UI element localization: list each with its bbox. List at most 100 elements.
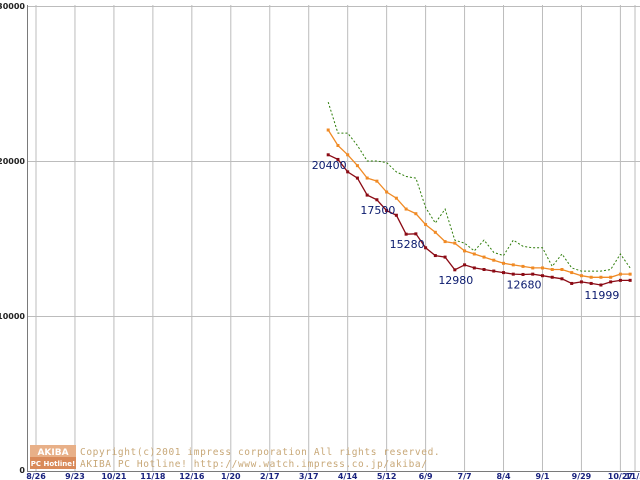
- x-tick-label: 9/1: [535, 472, 549, 480]
- data-point: [404, 207, 408, 211]
- data-point: [618, 272, 622, 276]
- akiba-logo-band: [30, 457, 76, 469]
- data-point: [618, 278, 622, 282]
- x-tick-label: 9/29: [572, 472, 592, 480]
- data-point: [424, 246, 428, 250]
- data-point: [628, 272, 632, 276]
- data-point: [570, 271, 574, 275]
- data-point: [453, 241, 457, 245]
- data-point: [365, 176, 369, 180]
- data-point: [472, 266, 476, 270]
- y-tick-label: 10000: [0, 312, 25, 321]
- data-point: [609, 280, 613, 284]
- series-lines: [326, 101, 632, 287]
- data-point: [385, 209, 389, 213]
- data-point: [550, 275, 554, 279]
- data-point: [540, 266, 544, 270]
- data-point: [609, 275, 613, 279]
- data-point: [404, 232, 408, 236]
- data-point: [463, 249, 467, 253]
- x-tick-label: 11/3: [625, 472, 640, 480]
- x-tick-labels: 8/26 9/23 10/21 11/18 12/16 1/20 2/17 3/17 4/14 5…: [26, 472, 640, 480]
- data-label: 17500: [360, 204, 395, 217]
- x-tick-label: 7/7: [458, 472, 472, 480]
- y-tick-label: 20000: [0, 157, 25, 166]
- data-point: [550, 268, 554, 271]
- data-point: [424, 223, 428, 227]
- akiba-logo-bottom-text: PC Hotline!: [31, 460, 75, 468]
- data-point: [560, 268, 564, 271]
- data-point: [346, 170, 350, 174]
- data-point: [492, 258, 496, 262]
- data-label: 11999: [584, 289, 619, 302]
- series-line: [327, 101, 631, 272]
- data-point: [511, 263, 515, 267]
- data-point: [355, 176, 359, 180]
- data-point: [414, 212, 418, 216]
- series-line: [327, 154, 631, 286]
- data-point: [531, 266, 535, 270]
- x-tick-label: 2/17: [260, 472, 280, 480]
- data-label: 20400: [312, 159, 347, 172]
- data-point: [453, 268, 457, 272]
- chart-grid: [27, 5, 640, 471]
- data-point: [355, 164, 359, 168]
- x-tick-label: 12/16: [179, 472, 205, 480]
- x-tick-label: 8/26: [26, 472, 46, 480]
- data-point: [579, 274, 583, 278]
- data-label: 12980: [438, 274, 473, 287]
- data-point: [346, 153, 350, 157]
- y-tick-label: 30000: [0, 2, 25, 11]
- x-tick-label: 1/20: [221, 472, 241, 480]
- data-point: [589, 275, 593, 279]
- x-tick-label: 10/27: [608, 472, 633, 480]
- x-tick-label: 3/17: [299, 472, 319, 480]
- data-point: [433, 230, 437, 234]
- data-point: [414, 232, 418, 236]
- data-point: [336, 157, 340, 161]
- data-point: [443, 255, 447, 259]
- data-point: [375, 179, 379, 183]
- data-point: [628, 278, 632, 282]
- akiba-logo-top-text: AKIBA: [37, 448, 68, 458]
- y-tick-label: 0: [19, 466, 25, 475]
- data-point: [599, 283, 603, 287]
- x-tick-label: 9/23: [65, 472, 85, 480]
- data-point: [375, 198, 379, 202]
- data-point: [511, 272, 515, 276]
- data-point: [443, 240, 447, 244]
- data-point: [365, 193, 369, 197]
- data-point: [336, 144, 340, 147]
- data-point: [326, 153, 330, 157]
- data-point: [502, 261, 506, 265]
- data-point: [385, 190, 389, 194]
- data-point: [570, 281, 574, 285]
- data-point: [502, 271, 506, 275]
- data-labels: 20400 17500 15280 12980 12680 11999: [312, 159, 620, 302]
- data-point: [492, 269, 496, 273]
- x-tick-label: 5/12: [377, 472, 397, 480]
- data-point: [599, 275, 603, 279]
- data-point: [531, 272, 535, 276]
- x-tick-label: 4/14: [338, 472, 358, 480]
- data-point: [521, 264, 525, 268]
- watermark: AKIBA PC Hotline! Copyright(c)2001 impre…: [30, 445, 440, 470]
- data-point: [589, 281, 593, 285]
- data-point: [579, 280, 583, 284]
- hotline-url-text: AKIBA PC Hotline! http://www.watch.impre…: [80, 459, 428, 470]
- data-point: [472, 252, 476, 256]
- data-point: [482, 268, 486, 271]
- copyright-text: Copyright(c)2001 impress corporation All…: [80, 447, 440, 458]
- x-tick-label: 8/4: [496, 472, 510, 480]
- data-point: [394, 213, 398, 217]
- x-tick-label: 11/18: [140, 472, 166, 480]
- data-point: [560, 277, 564, 281]
- data-point: [394, 196, 398, 200]
- series-line: [327, 129, 631, 278]
- x-tick-label: 10/21: [101, 472, 127, 480]
- x-tick-label: 6/9: [419, 472, 433, 480]
- data-point: [433, 254, 437, 258]
- data-point: [540, 274, 544, 278]
- data-label: 12680: [507, 278, 542, 291]
